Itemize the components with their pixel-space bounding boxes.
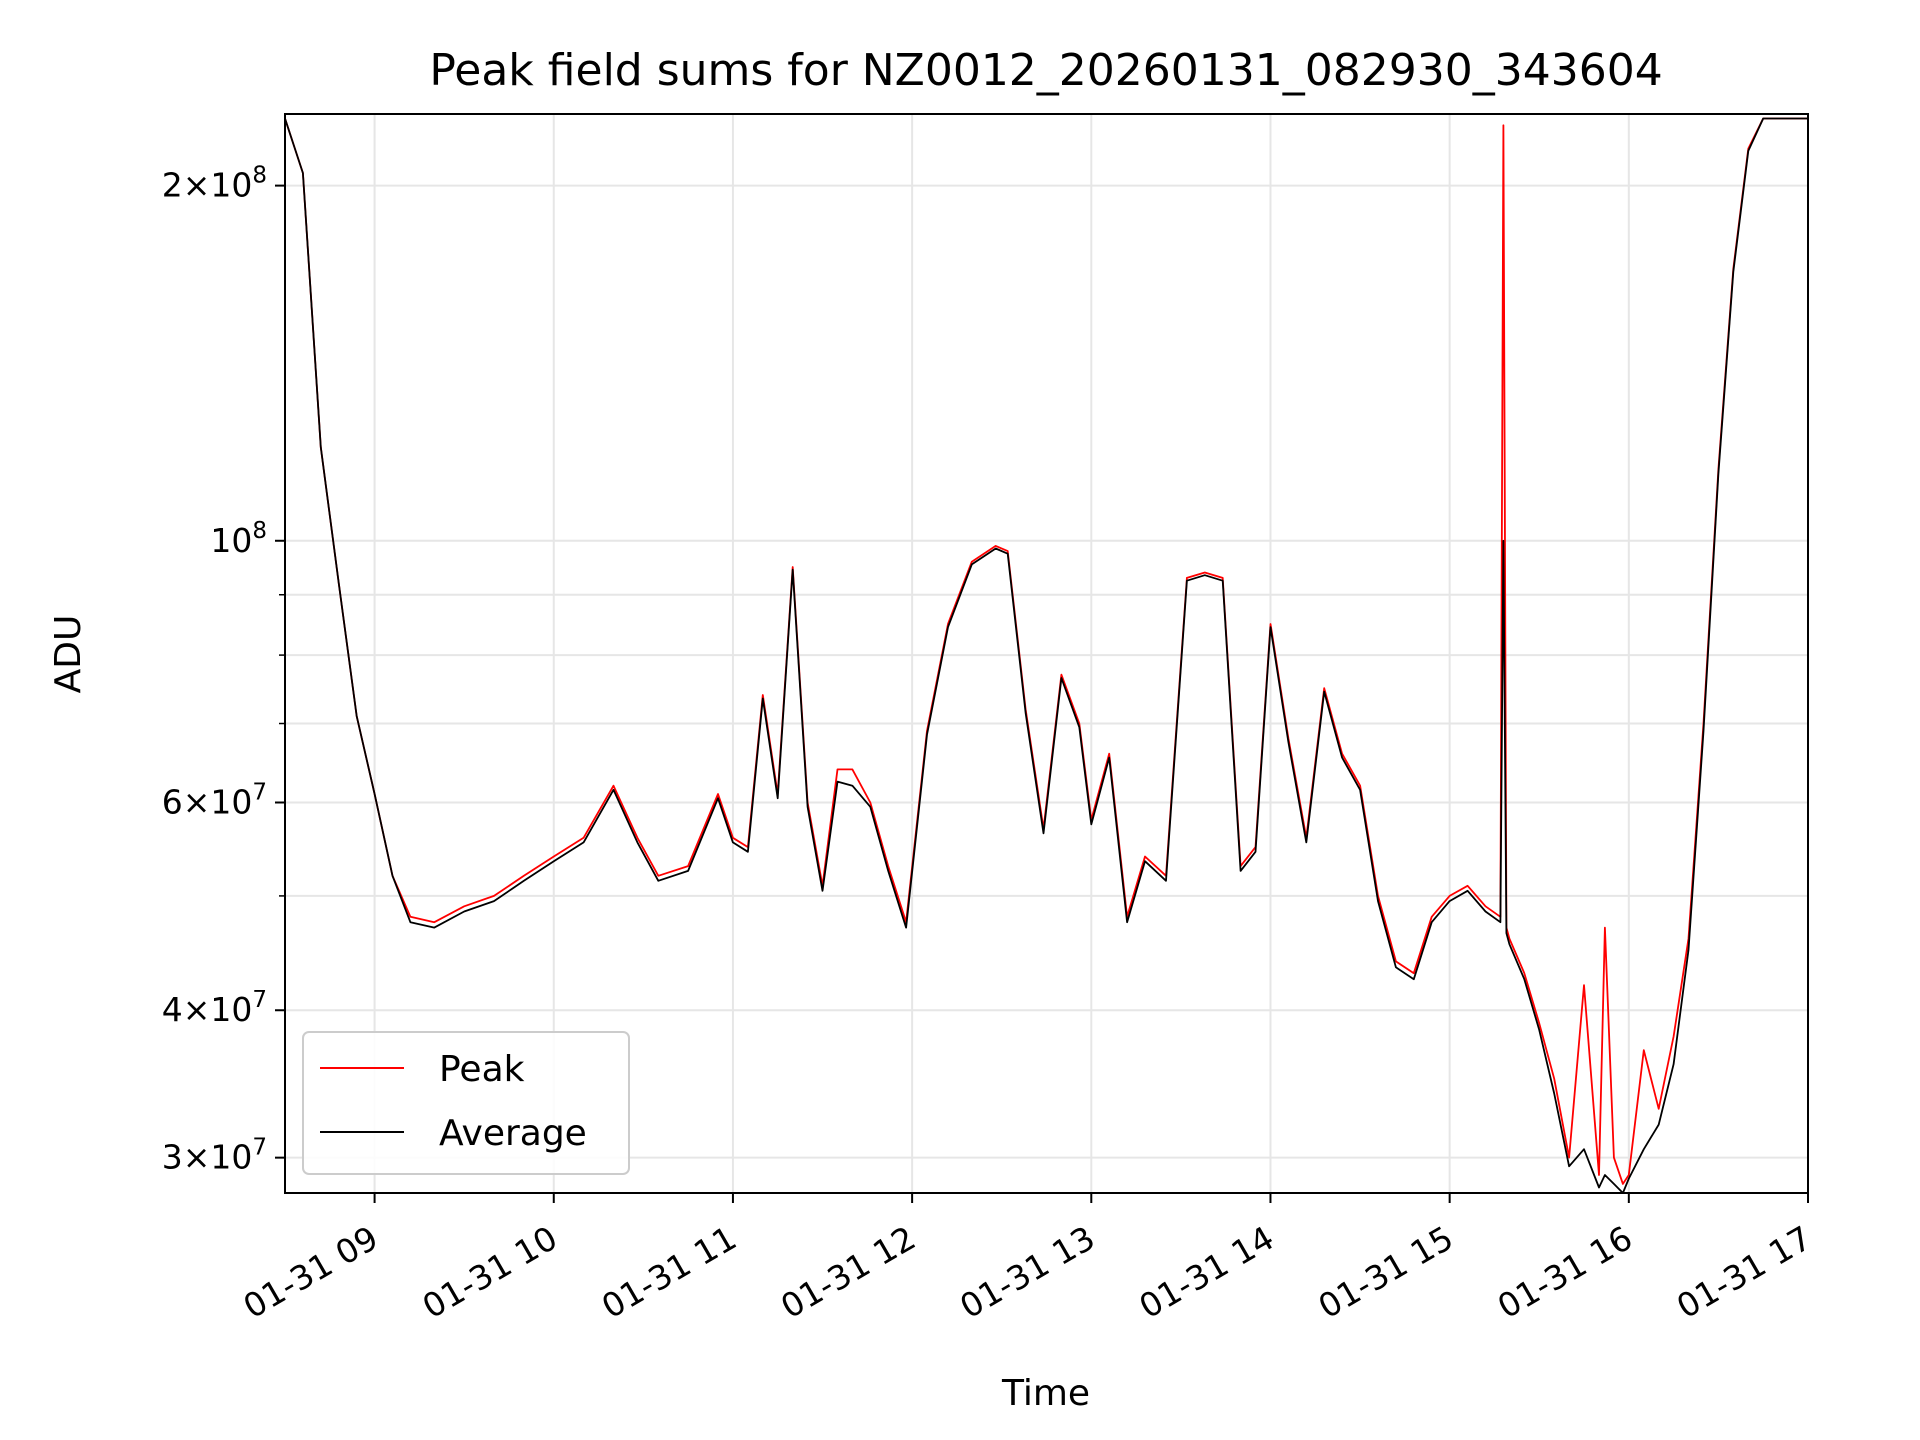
series-line-peak	[284, 117, 1808, 1185]
y-axis-label: ADU	[48, 615, 89, 694]
legend-label-average: Average	[439, 1113, 587, 1154]
chart-title: Peak field sums for NZ0012_20260131_0829…	[429, 45, 1662, 96]
series-layer	[284, 117, 1808, 1194]
legend: Peak Average	[302, 1031, 630, 1175]
grid	[285, 114, 1809, 1193]
y-tick-label: 4×107	[162, 987, 267, 1029]
y-tick-label: 108	[210, 518, 267, 560]
y-axis-ticks: 3×107 4×107 6×107 108 2×108	[162, 163, 285, 1177]
x-axis-label: Time	[1001, 1373, 1090, 1414]
y-tick-label: 3×107	[162, 1135, 267, 1177]
y-tick-label: 2×108	[162, 163, 267, 205]
y-tick-label: 6×107	[162, 779, 267, 821]
legend-label-peak: Peak	[439, 1049, 525, 1090]
series-line-average	[284, 117, 1808, 1194]
plot-frame	[284, 113, 1809, 1194]
